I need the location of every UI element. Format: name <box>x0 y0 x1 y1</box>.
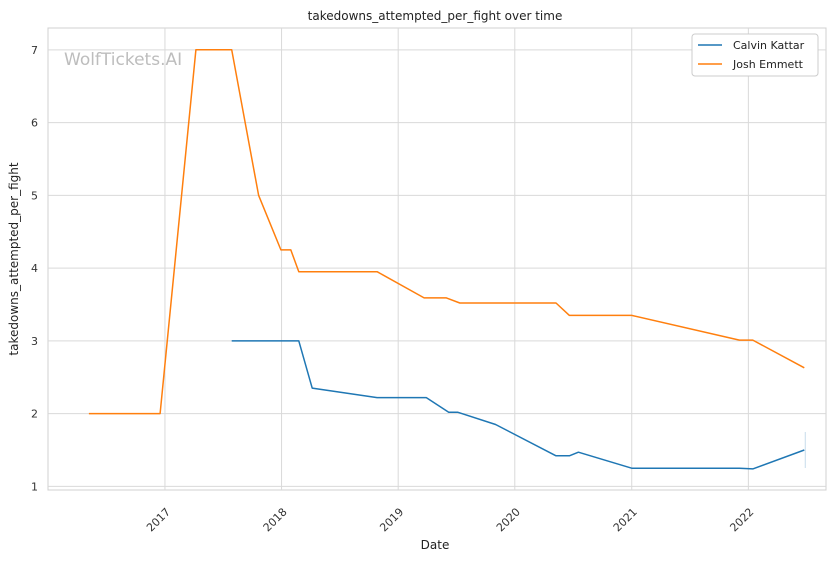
series-lines <box>88 49 806 470</box>
legend-label-calvin-kattar: Calvin Kattar <box>733 39 805 52</box>
series-line-josh-emmett <box>88 49 805 415</box>
grid-lines <box>48 28 826 490</box>
x-tick-label: 2018 <box>261 505 290 534</box>
watermark: WolfTickets.AI <box>64 50 182 70</box>
x-axis-label: Date <box>421 538 450 552</box>
chart-title: takedowns_attempted_per_fight over time <box>308 9 563 23</box>
x-tick-label: 2017 <box>144 505 173 534</box>
y-axis-label: takedowns_attempted_per_fight <box>7 162 21 355</box>
y-tick-label: 3 <box>31 335 38 348</box>
x-tick-label: 2019 <box>377 505 406 534</box>
y-tick-label: 5 <box>31 189 38 202</box>
y-tick-label: 7 <box>31 44 38 57</box>
plot-area <box>47 27 827 491</box>
x-tick-label: 2020 <box>494 505 523 534</box>
y-tick-label: 1 <box>31 480 38 493</box>
y-tick-label: 6 <box>31 117 38 130</box>
legend: Calvin Kattar Josh Emmett <box>691 33 819 77</box>
y-tick-label: 4 <box>31 262 38 275</box>
series-line-calvin-kattar <box>231 340 805 470</box>
y-tick-label: 2 <box>31 408 38 421</box>
x-tick-label: 2022 <box>727 505 756 534</box>
legend-label-josh-emmett: Josh Emmett <box>732 58 804 71</box>
x-tick-label: 2021 <box>611 505 640 534</box>
legend-box <box>691 33 819 77</box>
